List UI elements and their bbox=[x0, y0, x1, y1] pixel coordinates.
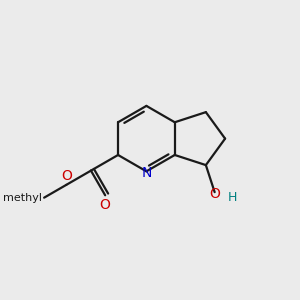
Text: O: O bbox=[61, 169, 72, 183]
Text: O: O bbox=[100, 198, 111, 212]
Text: O: O bbox=[209, 187, 220, 201]
Text: N: N bbox=[141, 166, 152, 180]
Text: methyl: methyl bbox=[3, 193, 42, 203]
Text: H: H bbox=[227, 191, 237, 204]
